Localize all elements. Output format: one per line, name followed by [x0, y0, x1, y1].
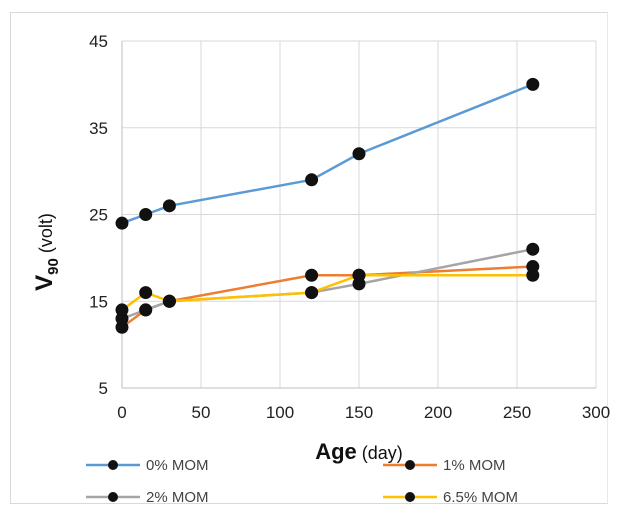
- data-point: [305, 173, 319, 187]
- x-axis-label-unit: (day): [357, 443, 403, 463]
- legend: 0% MOM 1% MOM 2% MOM 6.5% MOM: [86, 457, 518, 506]
- legend-item: 2% MOM: [86, 489, 209, 506]
- data-point: [305, 268, 319, 282]
- x-tick-label: 200: [424, 403, 452, 422]
- y-axis-label: V90 (volt): [31, 213, 62, 291]
- data-point: [139, 208, 153, 221]
- data-point: [526, 268, 540, 282]
- y-axis-label-main: V: [31, 275, 58, 291]
- y-axis-label-sub: 90: [45, 258, 62, 275]
- legend-label: 0% MOM: [146, 457, 209, 474]
- data-point: [139, 286, 153, 300]
- grid: [122, 40, 597, 388]
- legend-swatch-marker: [405, 460, 415, 470]
- series-lines: [121, 83, 534, 329]
- x-tick-label: 50: [192, 403, 211, 422]
- legend-swatch-marker: [108, 492, 118, 502]
- series-line: [121, 83, 534, 225]
- legend-item: 0% MOM: [86, 457, 209, 474]
- data-point: [526, 77, 540, 91]
- legend-swatch-marker: [108, 460, 118, 470]
- y-tick-label: 45: [89, 32, 108, 51]
- legend-item: 1% MOM: [383, 457, 506, 474]
- x-tick-label: 0: [117, 403, 126, 422]
- y-tick-label: 35: [89, 119, 108, 138]
- x-axis-label-main: Age: [315, 439, 357, 464]
- data-point: [162, 199, 176, 213]
- data-point: [352, 147, 366, 161]
- chart-frame: [10, 12, 608, 504]
- y-axis-label-unit: (volt): [36, 213, 56, 258]
- legend-label: 6.5% MOM: [443, 489, 518, 506]
- series-points: [115, 77, 540, 334]
- legend-label: 1% MOM: [443, 457, 506, 474]
- x-tick-label: 300: [582, 403, 610, 422]
- data-point: [526, 242, 540, 256]
- tick-labels: 0 50 100 150 200 250 300 5 15 25 35 45: [89, 32, 610, 422]
- x-tick-label: 100: [266, 403, 294, 422]
- series-line: [121, 247, 534, 320]
- data-point: [162, 294, 176, 308]
- legend-swatch-marker: [405, 492, 415, 502]
- x-axis-label: Age (day): [315, 439, 403, 464]
- legend-label: 2% MOM: [146, 489, 209, 506]
- data-point: [115, 303, 129, 317]
- y-tick-label: 25: [89, 206, 108, 225]
- x-tick-label: 150: [345, 403, 373, 422]
- data-point: [305, 286, 319, 300]
- legend-item: 6.5% MOM: [383, 489, 518, 506]
- data-point: [139, 303, 153, 317]
- series-line: [121, 273, 533, 311]
- y-tick-label: 15: [89, 292, 108, 311]
- data-point: [115, 216, 129, 230]
- x-tick-label: 250: [503, 403, 531, 422]
- data-point: [352, 268, 366, 282]
- y-tick-label: 5: [99, 379, 108, 398]
